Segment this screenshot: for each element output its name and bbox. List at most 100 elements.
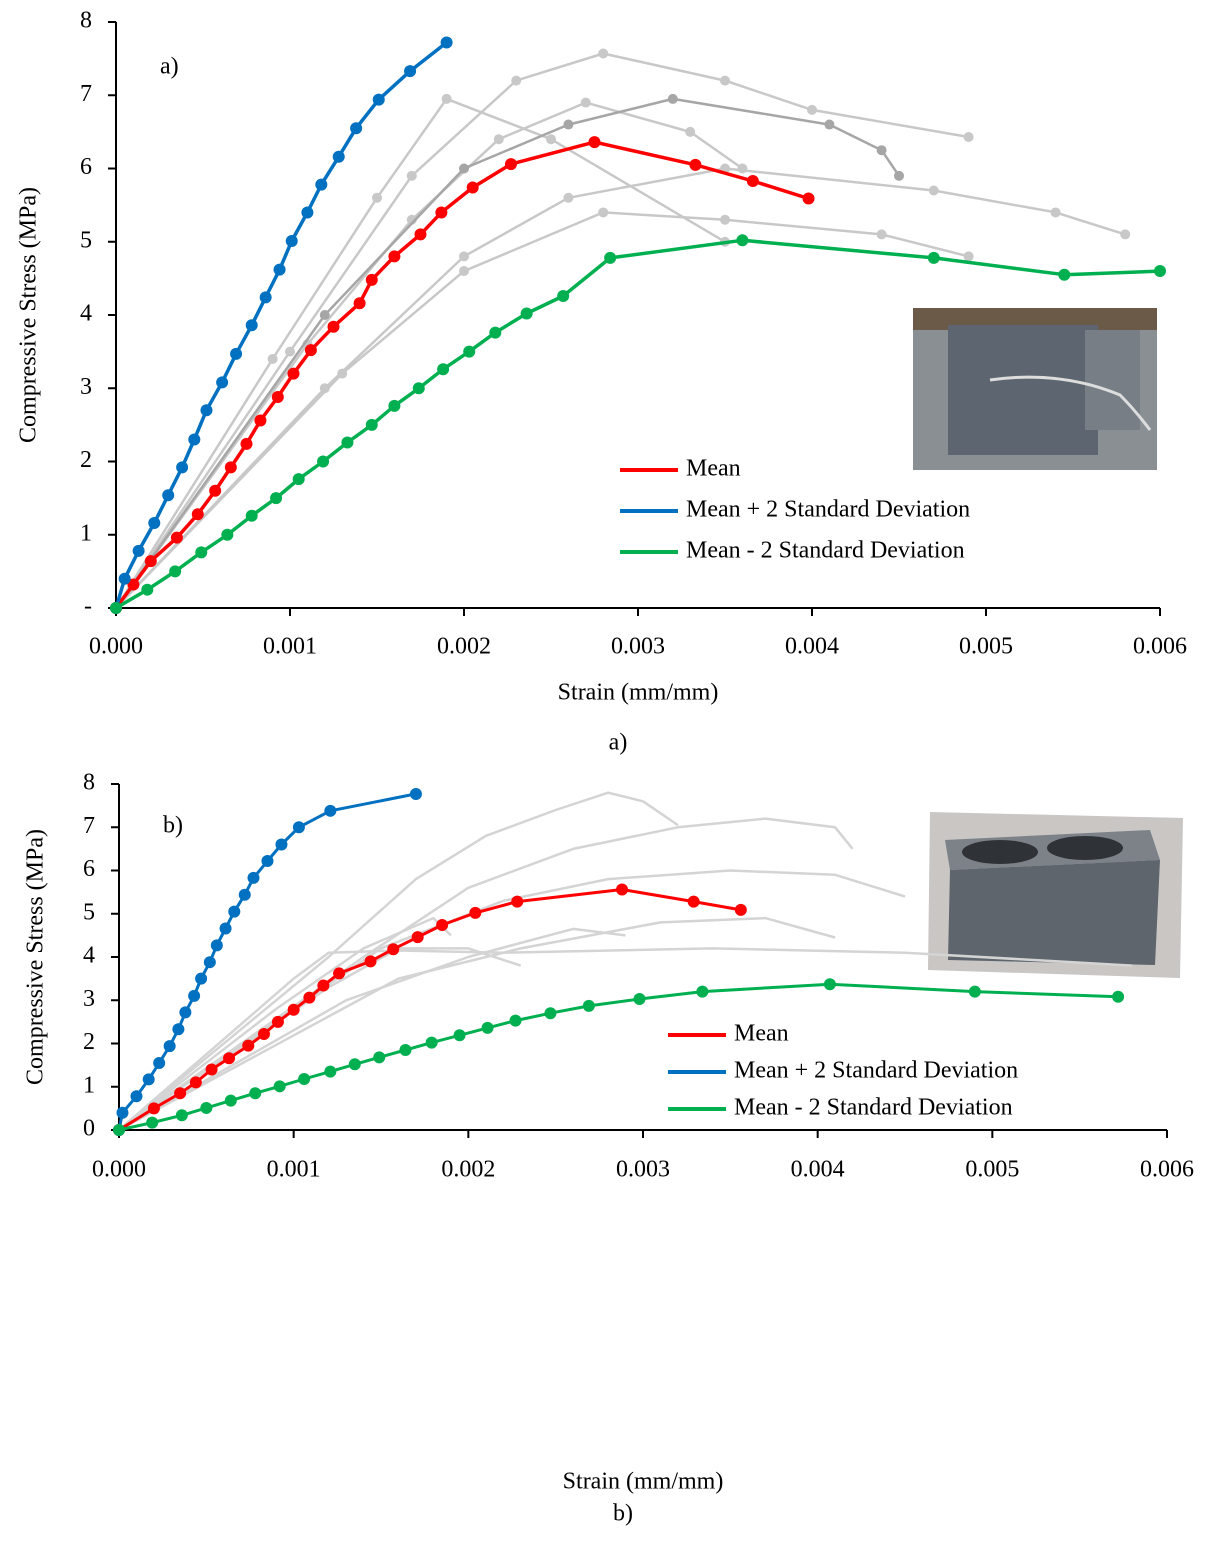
- data-point: [353, 297, 366, 310]
- data-point: [459, 251, 469, 262]
- x-tick-label: 0.001: [267, 1157, 321, 1183]
- data-point: [436, 918, 449, 931]
- data-point: [238, 888, 251, 901]
- data-point: [303, 991, 316, 1004]
- data-point: [210, 939, 223, 952]
- series-line: [118, 869, 906, 1132]
- data-point: [188, 433, 201, 446]
- chart-panel: 0 1 2 3 4 5 6 7 8 0.000 0.001 0.002 0.003 0.004 0.005 0…: [23, 770, 1195, 1527]
- data-point: [440, 36, 453, 49]
- data-point: [372, 192, 382, 203]
- data-point: [200, 404, 213, 417]
- data-point: [598, 48, 609, 59]
- data-point: [267, 353, 278, 364]
- data-point: [364, 955, 377, 968]
- data-point: [373, 1051, 386, 1064]
- data-point: [633, 992, 646, 1005]
- data-point: [195, 546, 208, 559]
- data-point: [414, 228, 427, 241]
- data-point: [317, 979, 330, 992]
- data-point: [520, 307, 533, 320]
- data-point: [604, 251, 617, 264]
- data-point: [580, 97, 591, 108]
- data-point: [689, 158, 702, 171]
- data-point: [301, 206, 314, 219]
- data-point: [511, 895, 524, 908]
- data-point: [411, 931, 424, 944]
- data-point: [493, 134, 504, 145]
- data-point: [1112, 990, 1125, 1003]
- data-point: [189, 1076, 202, 1089]
- data-point: [271, 1015, 284, 1028]
- y-tick-label: 4: [80, 301, 92, 327]
- data-point: [511, 75, 522, 86]
- data-point: [116, 1106, 129, 1119]
- data-point: [170, 531, 183, 544]
- data-point: [224, 461, 237, 474]
- data-point: [245, 319, 258, 332]
- data-point: [287, 367, 300, 380]
- series-line: [114, 101, 744, 609]
- data-point: [203, 956, 216, 969]
- data-point: [894, 170, 904, 181]
- data-point: [365, 418, 378, 431]
- data-point: [172, 1023, 185, 1036]
- x-tick-label: 0.004: [785, 634, 839, 660]
- data-point: [489, 326, 502, 339]
- y-tick-label: -: [84, 594, 92, 620]
- data-point: [142, 1073, 155, 1086]
- data-point: [441, 93, 452, 104]
- data-point: [509, 1014, 522, 1027]
- data-point: [388, 250, 401, 263]
- y-tick-label: 7: [80, 81, 92, 107]
- data-point: [242, 1039, 255, 1052]
- data-point: [823, 978, 836, 991]
- x-tick-label: 0.006: [1140, 1157, 1194, 1183]
- data-point: [163, 1040, 176, 1053]
- data-point: [127, 578, 140, 591]
- caption: b): [613, 1501, 633, 1527]
- data-point: [563, 192, 574, 203]
- data-point: [598, 207, 609, 218]
- data-point: [466, 181, 479, 194]
- data-point: [1154, 265, 1166, 278]
- data-point: [459, 266, 469, 277]
- x-tick-label: 0.003: [611, 634, 665, 660]
- data-point: [175, 1109, 188, 1122]
- data-point: [582, 999, 595, 1012]
- data-point: [285, 235, 298, 248]
- series-line: [118, 927, 626, 1132]
- data-point: [437, 363, 450, 376]
- data-point: [249, 1087, 262, 1100]
- data-point: [409, 787, 422, 800]
- x-tick-label: 0.000: [89, 634, 143, 660]
- y-tick-label: 6: [83, 856, 95, 882]
- photo-b: [928, 812, 1183, 978]
- y-tick-label: 5: [80, 227, 92, 253]
- data-point: [110, 602, 122, 614]
- data-point: [333, 967, 346, 980]
- data-point: [734, 903, 747, 916]
- x-tick-label: 0.000: [92, 1157, 146, 1183]
- y-tick-label: 0: [83, 1116, 95, 1142]
- series-line: [114, 41, 448, 609]
- data-point: [337, 368, 348, 379]
- data-point: [968, 985, 981, 998]
- data-point: [176, 461, 189, 474]
- data-point: [162, 489, 175, 502]
- data-point: [224, 1094, 237, 1107]
- data-point: [315, 178, 328, 191]
- data-point: [113, 1124, 125, 1136]
- data-point: [459, 163, 469, 174]
- series-line: [118, 947, 1133, 1131]
- y-tick-label: 7: [83, 813, 95, 839]
- data-point: [191, 508, 204, 521]
- data-point: [736, 234, 749, 247]
- data-point: [685, 126, 696, 137]
- data-point: [557, 289, 570, 302]
- y-tick-label: 8: [83, 770, 95, 796]
- y-tick-label: 4: [83, 943, 95, 969]
- data-point: [273, 1080, 286, 1093]
- data-point: [228, 905, 241, 918]
- y-axis-title: Compressive Stress (MPa): [16, 187, 42, 443]
